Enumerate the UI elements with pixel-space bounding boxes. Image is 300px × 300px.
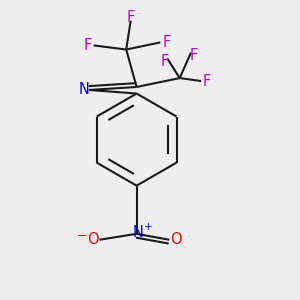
Text: N: N — [78, 82, 89, 98]
Text: +: + — [144, 222, 152, 232]
Text: F: F — [162, 35, 170, 50]
Text: O: O — [170, 232, 182, 247]
Text: F: F — [190, 48, 198, 63]
Text: F: F — [127, 10, 135, 25]
Text: F: F — [203, 74, 211, 88]
Text: F: F — [83, 38, 92, 53]
Text: −: − — [77, 230, 88, 243]
Text: N: N — [133, 225, 143, 240]
Text: F: F — [160, 54, 168, 69]
Text: O: O — [87, 232, 99, 247]
